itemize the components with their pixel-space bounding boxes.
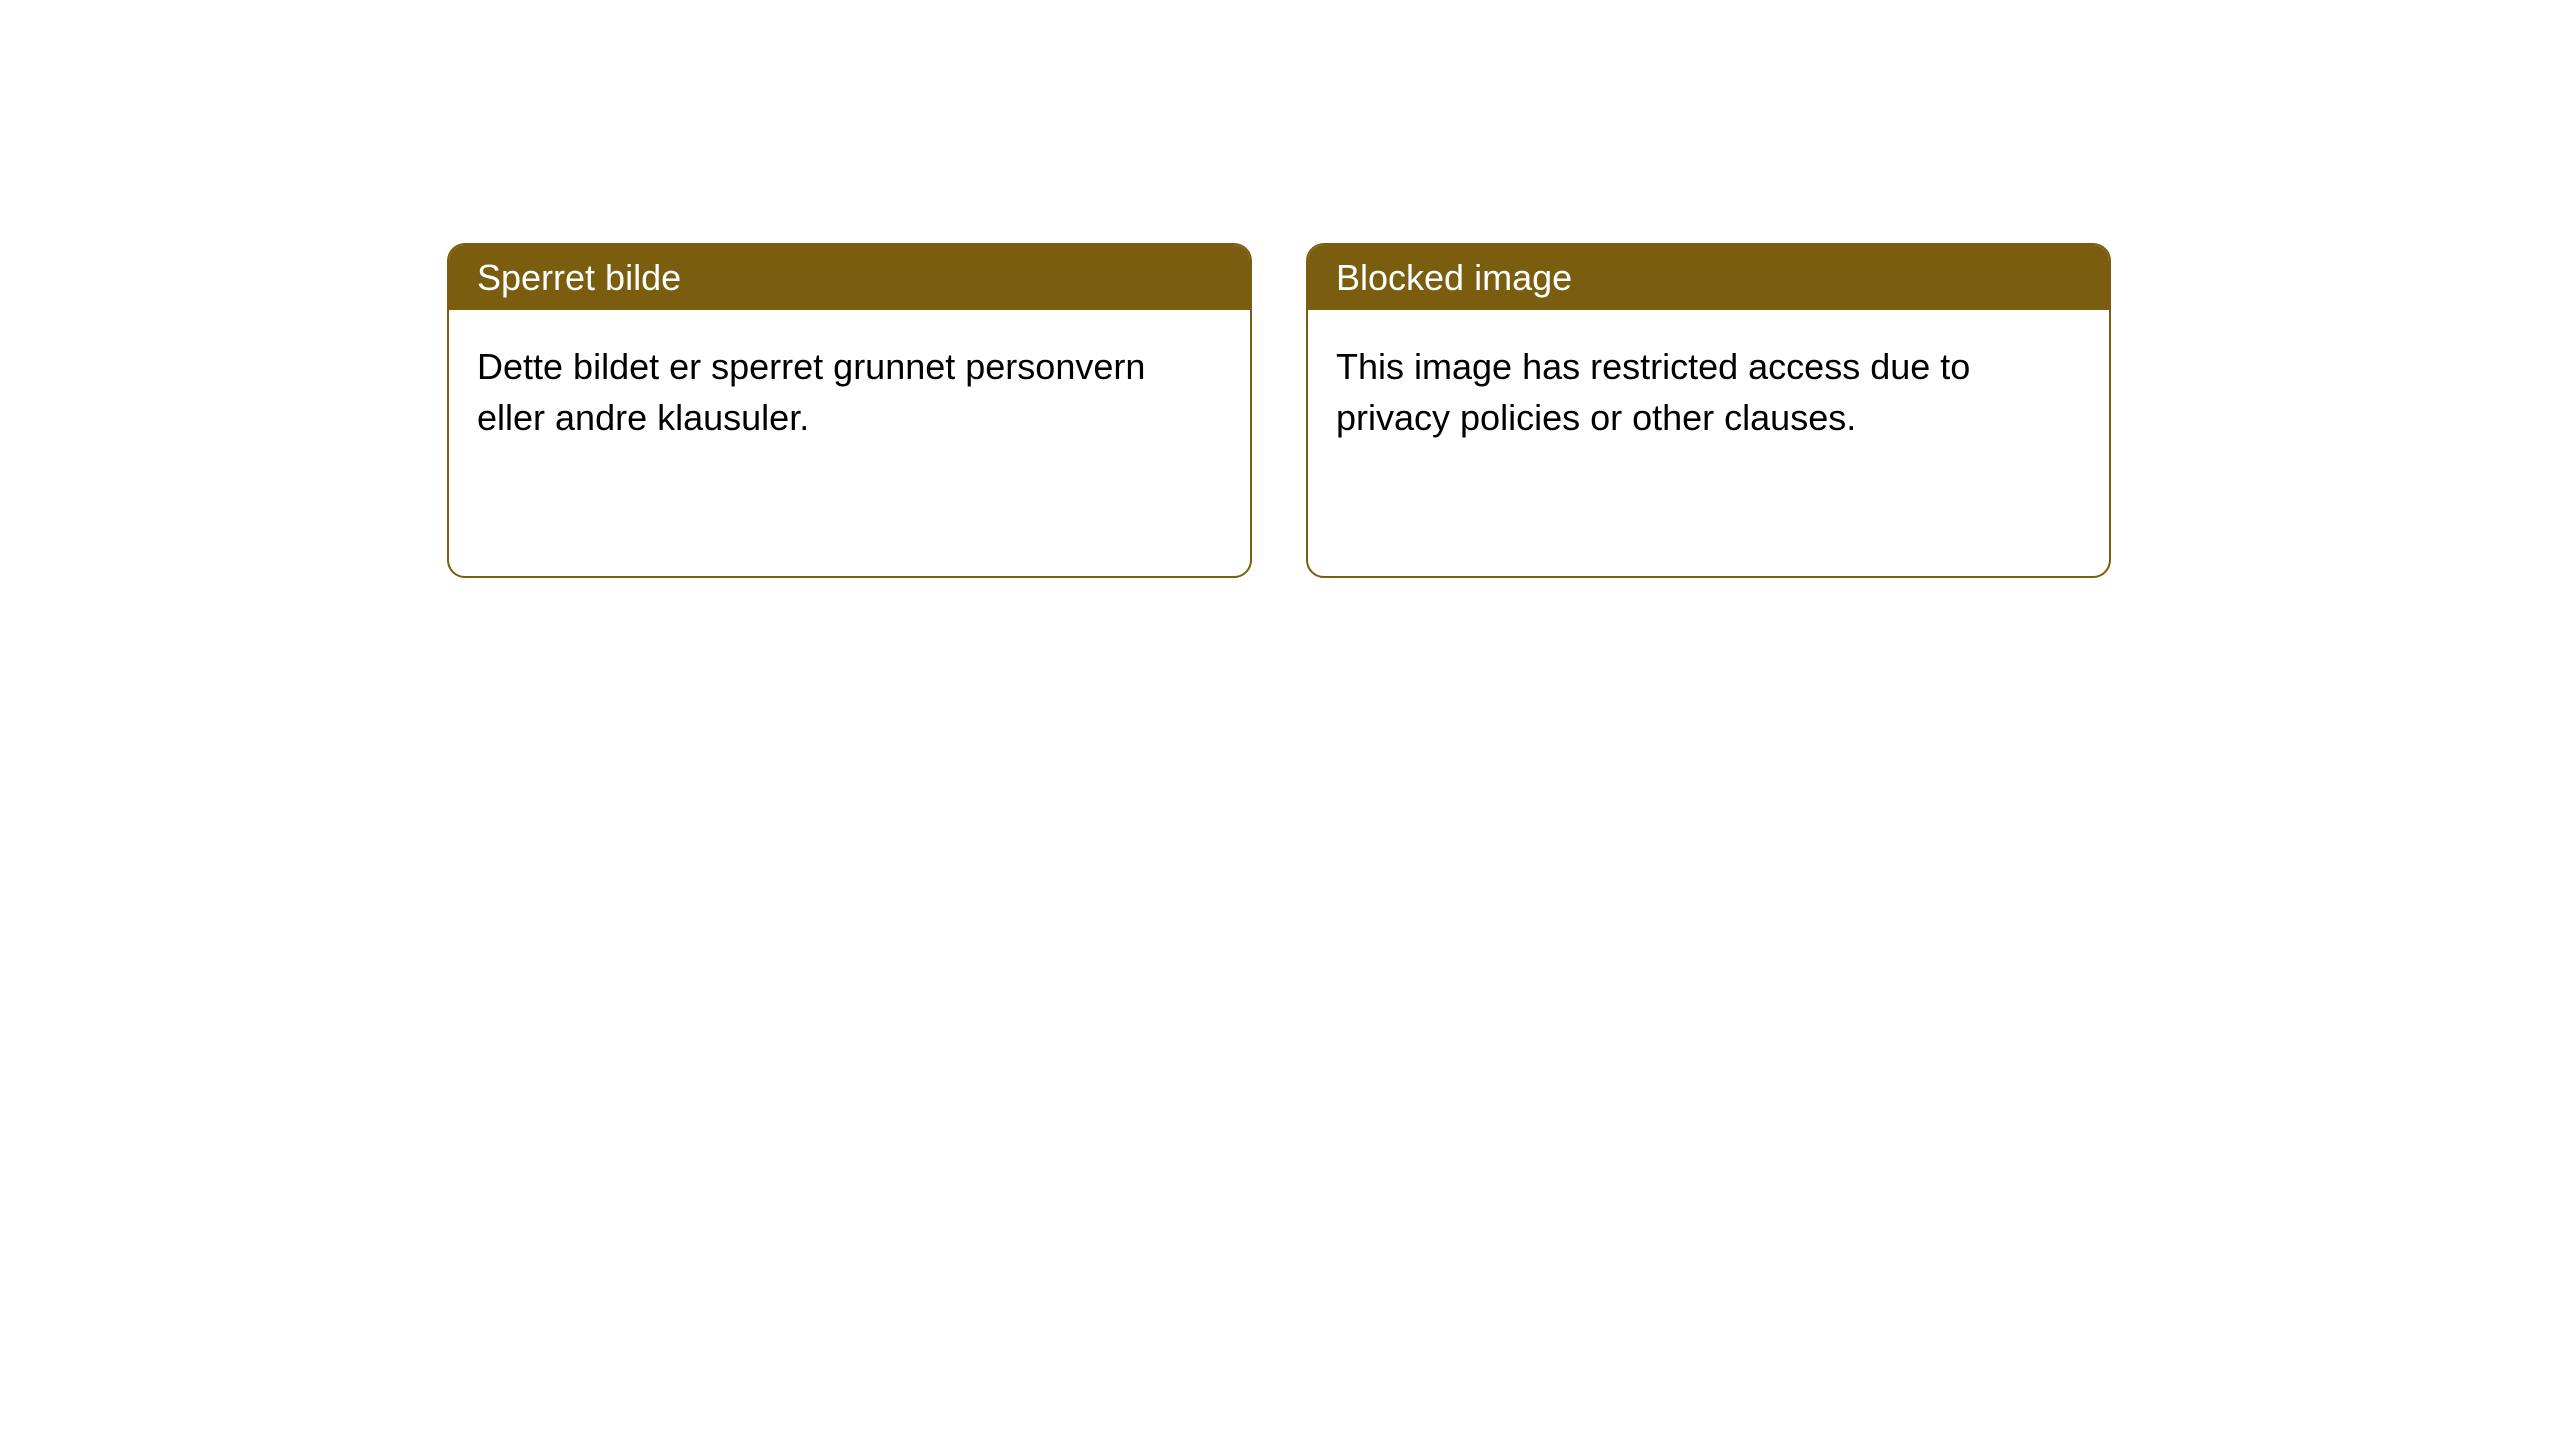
- notice-body: Dette bildet er sperret grunnet personve…: [449, 310, 1250, 475]
- notice-header: Blocked image: [1308, 245, 2109, 310]
- notice-header: Sperret bilde: [449, 245, 1250, 310]
- notice-message: This image has restricted access due to …: [1336, 346, 1970, 437]
- notice-container: Sperret bilde Dette bildet er sperret gr…: [0, 0, 2560, 578]
- notice-card-norwegian: Sperret bilde Dette bildet er sperret gr…: [447, 243, 1252, 578]
- notice-message: Dette bildet er sperret grunnet personve…: [477, 346, 1145, 437]
- notice-title: Blocked image: [1336, 257, 1572, 298]
- notice-card-english: Blocked image This image has restricted …: [1306, 243, 2111, 578]
- notice-title: Sperret bilde: [477, 257, 681, 298]
- notice-body: This image has restricted access due to …: [1308, 310, 2109, 475]
